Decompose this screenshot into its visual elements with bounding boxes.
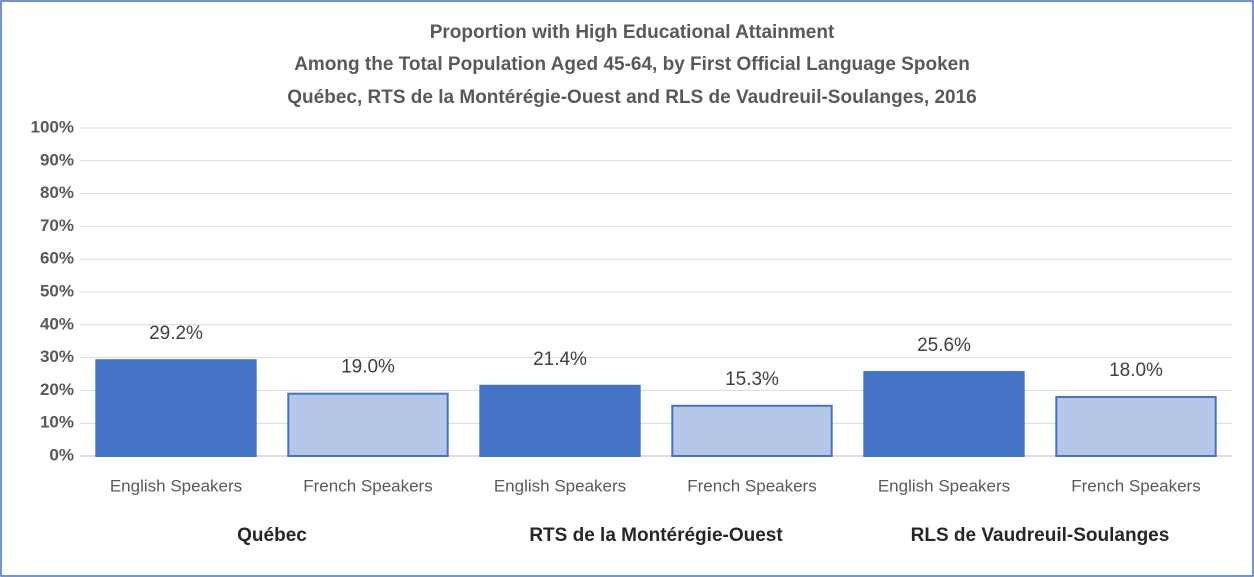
y-tick-label: 0% — [49, 445, 74, 464]
bar — [287, 392, 449, 457]
x-tick-label: French Speakers — [303, 476, 432, 495]
group-label: RTS de la Montérégie-Ouest — [529, 525, 783, 546]
y-tick-label: 70% — [40, 216, 74, 235]
y-tick-label: 10% — [40, 413, 74, 432]
x-tick-label: French Speakers — [687, 476, 816, 495]
bar — [95, 359, 257, 457]
bar — [671, 404, 833, 458]
y-tick-label: 30% — [40, 347, 74, 366]
group-label: Québec — [237, 525, 307, 546]
x-tick-label: English Speakers — [878, 476, 1010, 495]
bar — [1055, 395, 1217, 457]
y-tick-label: 60% — [40, 249, 74, 268]
y-tick-label: 20% — [40, 380, 74, 399]
chart-title: Québec, RTS de la Montérégie-Ouest and R… — [287, 87, 976, 108]
y-tick-label: 50% — [40, 281, 74, 300]
x-tick-label: French Speakers — [1071, 476, 1200, 495]
value-label: 29.2% — [149, 323, 203, 344]
chart-title: Among the Total Population Aged 45-64, b… — [294, 54, 970, 75]
y-tick-label: 90% — [40, 150, 74, 169]
y-tick-label: 100% — [31, 117, 74, 136]
value-label: 15.3% — [725, 369, 779, 390]
chart-title: Proportion with High Educational Attainm… — [430, 22, 835, 43]
y-tick-label: 80% — [40, 183, 74, 202]
value-label: 18.0% — [1109, 360, 1163, 381]
bar — [863, 371, 1025, 458]
value-label: 25.6% — [917, 335, 971, 356]
x-tick-label: English Speakers — [494, 476, 626, 495]
value-label: 19.0% — [341, 357, 395, 378]
bar — [479, 384, 641, 458]
group-label: RLS de Vaudreuil-Soulanges — [911, 525, 1170, 546]
y-tick-label: 40% — [40, 314, 74, 333]
x-tick-label: English Speakers — [110, 476, 242, 495]
value-label: 21.4% — [533, 349, 587, 370]
